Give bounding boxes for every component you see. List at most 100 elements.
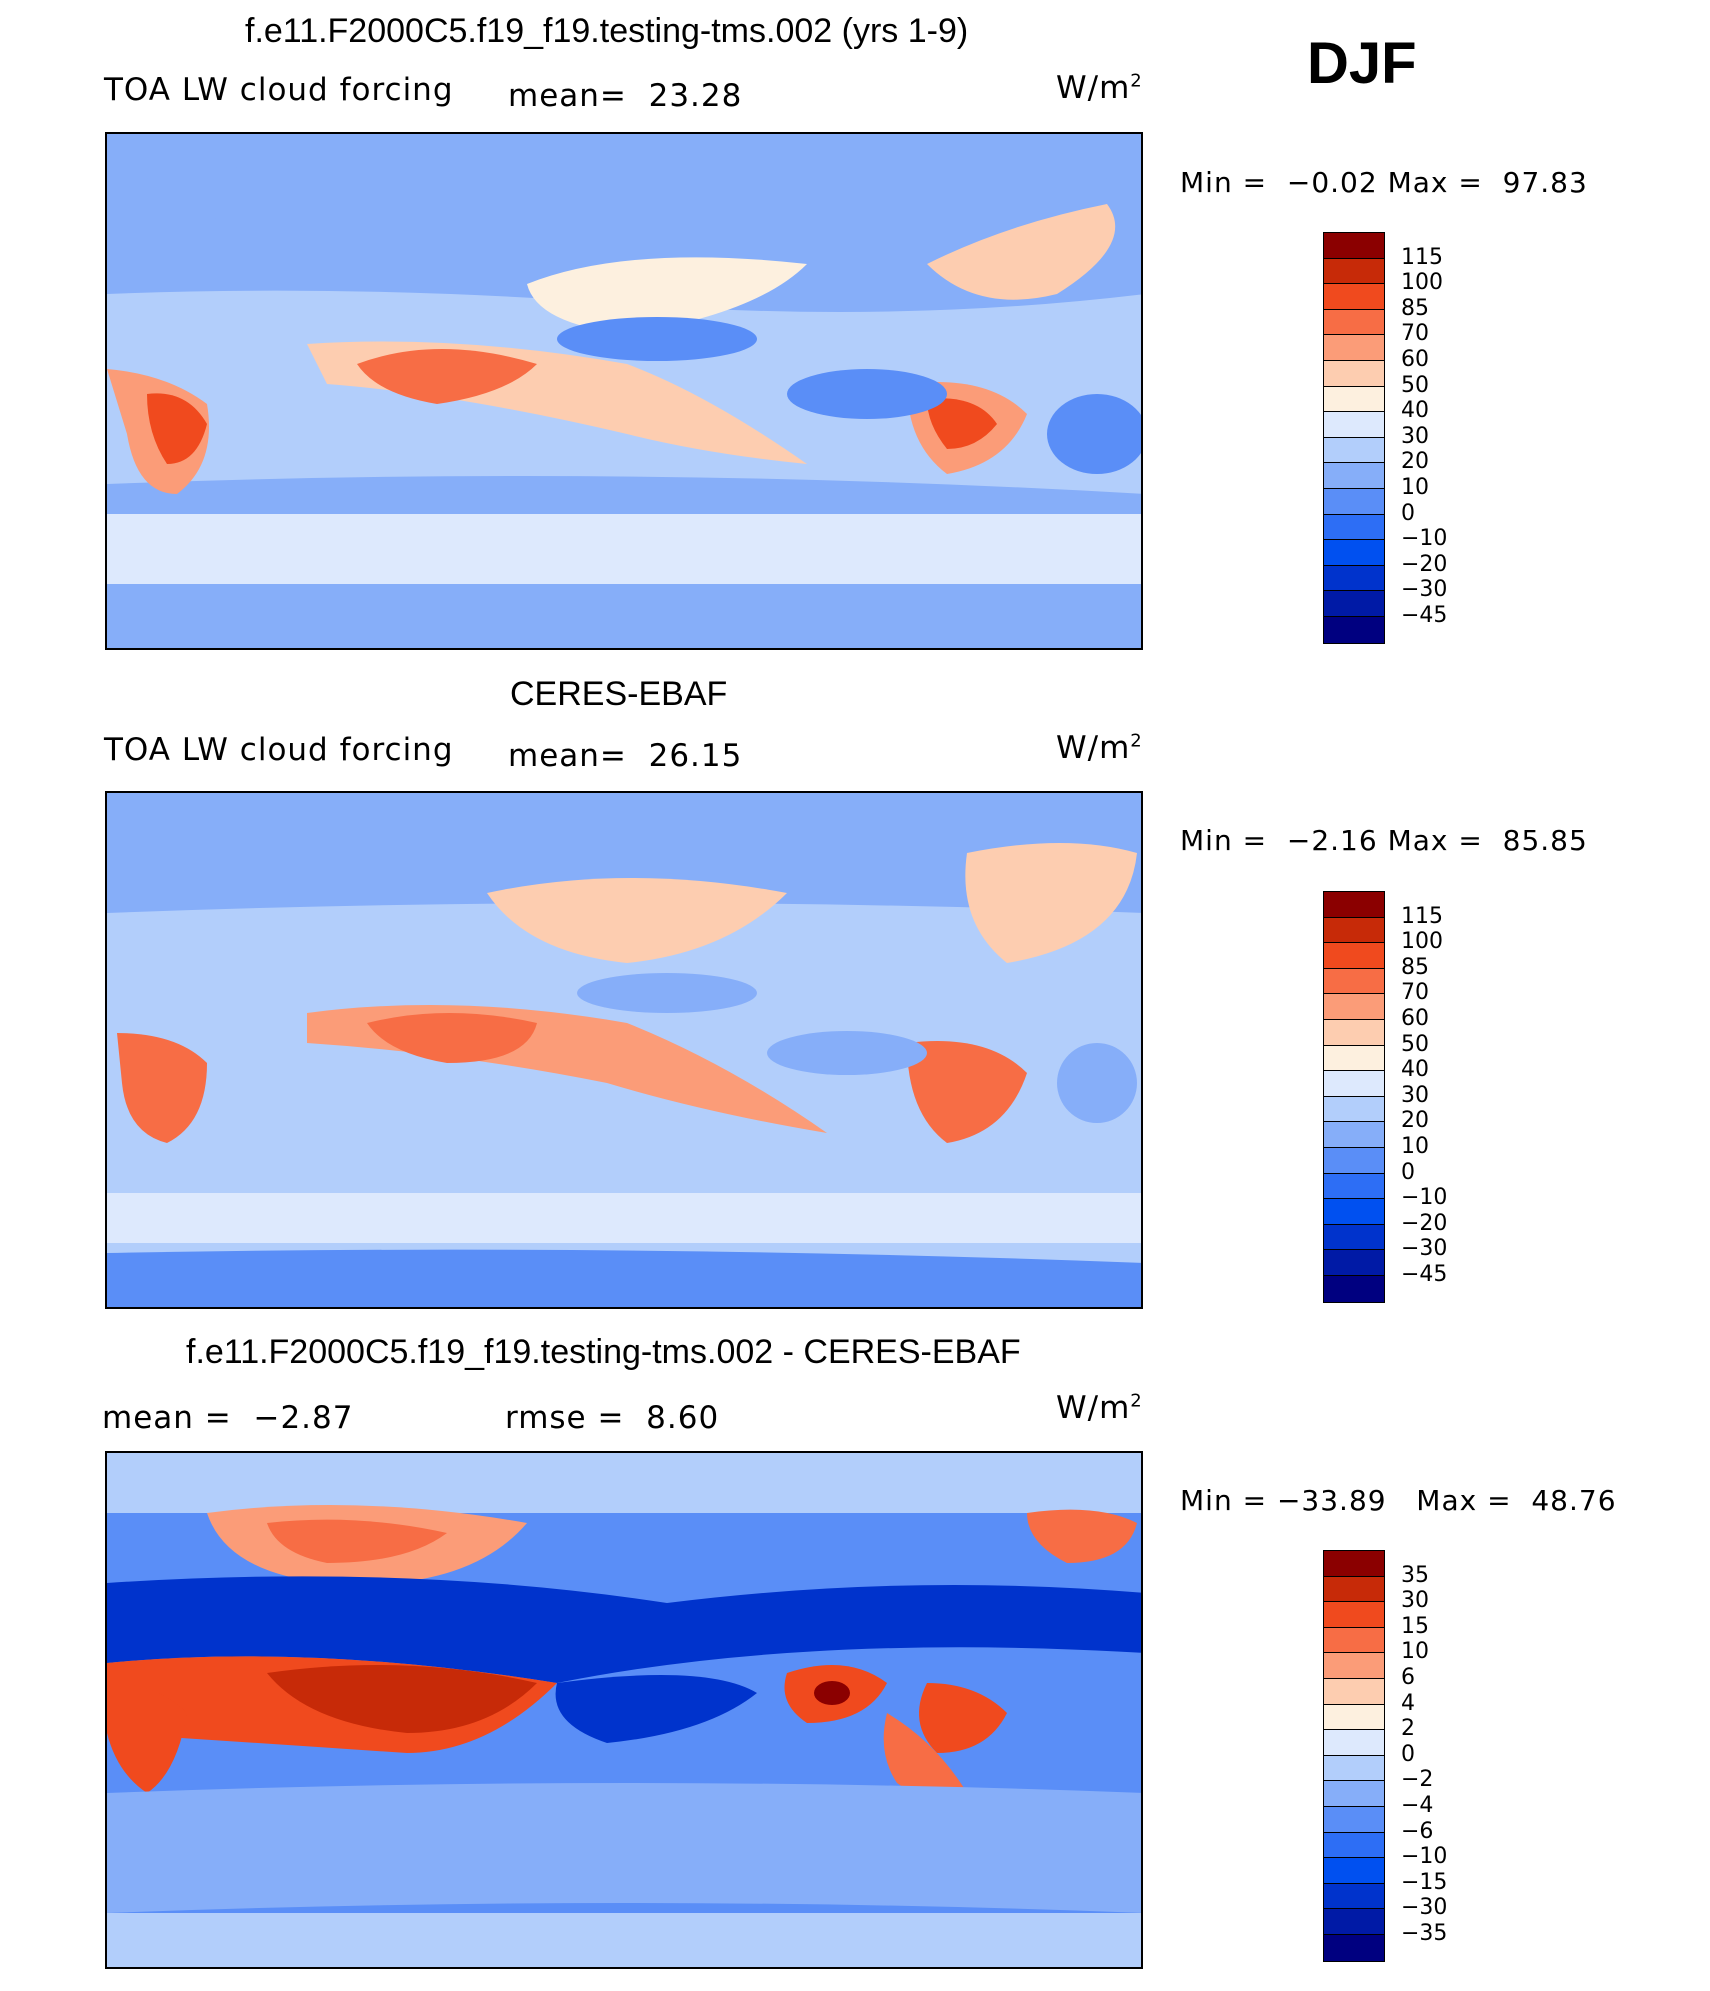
panel2-min-value: −2.16 — [1286, 824, 1378, 857]
panel2-colorbar-swatch — [1324, 994, 1384, 1020]
panel1-colorbar-swatch — [1324, 412, 1384, 438]
panel1-colorbar-swatch — [1324, 437, 1384, 464]
panel1-colorbar-swatch — [1324, 488, 1384, 515]
panel2-colorbar-swatch — [1324, 1122, 1384, 1148]
panel1-units: W/m2 — [1056, 70, 1143, 106]
panel3-colorbar-label: 10 — [1401, 1639, 1429, 1665]
panel3-colorbar-label: 0 — [1401, 1741, 1415, 1767]
panel2-colorbar-swatches — [1323, 891, 1385, 1303]
panel3-mean-label: mean = −2.87 — [102, 1400, 354, 1436]
panel2-colorbar-label: −10 — [1401, 1185, 1448, 1211]
panel3-colorbar-label: −30 — [1401, 1895, 1448, 1921]
panel2-units: W/m2 — [1056, 730, 1143, 766]
panel3-map — [105, 1451, 1143, 1969]
panel2-colorbar-swatch — [1324, 1199, 1384, 1225]
panel3-colorbar-swatch — [1324, 1602, 1384, 1628]
panel2-colorbar-label: −20 — [1401, 1210, 1448, 1236]
panel1-colorbar-label: 85 — [1401, 295, 1429, 321]
panel3-colorbar-swatch — [1324, 1781, 1384, 1807]
panel3-colorbar-swatch — [1324, 1909, 1384, 1935]
panel2-colorbar-swatch — [1324, 1096, 1384, 1123]
panel2-colorbar-swatch — [1324, 1224, 1384, 1251]
panel2-colorbar-label: 85 — [1401, 954, 1429, 980]
panel2-colorbar-label: 30 — [1401, 1082, 1429, 1108]
panel2-left-label: TOA LW cloud forcing — [104, 732, 454, 768]
panel2-colorbar-swatch — [1324, 1250, 1384, 1276]
panel3-colorbar-swatch — [1324, 1704, 1384, 1731]
panel3-colorbar-label: −15 — [1401, 1869, 1448, 1895]
panel3-max-value: 48.76 — [1531, 1484, 1617, 1517]
panel3-colorbar-swatch — [1324, 1576, 1384, 1603]
panel3-colorbar-swatch — [1324, 1832, 1384, 1859]
panel2-colorbar-label: 100 — [1401, 929, 1443, 955]
panel2-colorbar-label: −45 — [1401, 1262, 1448, 1287]
panel1-colorbar-swatch — [1324, 258, 1384, 285]
panel2-colorbar-label: 40 — [1401, 1057, 1429, 1083]
panel3-colorbar-swatch — [1324, 1551, 1384, 1577]
panel1-mean-value: 23.28 — [648, 78, 743, 114]
panel3-colorbar-swatch — [1324, 1730, 1384, 1756]
panel1-colorbar-label: −10 — [1401, 526, 1448, 552]
panel3-colorbar-swatch — [1324, 1883, 1384, 1910]
panel3-colorbar-swatches — [1323, 1550, 1385, 1962]
panel2-colorbar-swatch — [1324, 892, 1384, 918]
panel3-colorbar-label: 2 — [1401, 1716, 1415, 1742]
panel3-colorbar-swatch — [1324, 1653, 1384, 1679]
panel3-colorbar-label: −2 — [1401, 1767, 1434, 1793]
panel2-colorbar-label: 0 — [1401, 1159, 1415, 1185]
panel1-title: f.e11.F2000C5.f19_f19.testing-tms.002 (y… — [245, 12, 969, 50]
panel1-map — [105, 132, 1143, 650]
panel2-colorbar-swatch — [1324, 1019, 1384, 1046]
panel3-colorbar-label: 4 — [1401, 1690, 1415, 1716]
panel1-colorbar-label: 10 — [1401, 475, 1429, 500]
panel3-colorbar-label: −6 — [1401, 1818, 1434, 1844]
panel1-colorbar-swatch — [1324, 284, 1384, 310]
panel2-colorbar-label: 115 — [1401, 903, 1443, 929]
panel2-colorbar-swatch — [1324, 917, 1384, 944]
panel1-colorbar-label: 115 — [1401, 244, 1443, 270]
panel1-colorbar-label: 20 — [1401, 449, 1429, 475]
panel1-left-label: TOA LW cloud forcing — [104, 72, 454, 108]
panel3-mean-value: −2.87 — [253, 1400, 354, 1436]
panel3-colorbar-swatch — [1324, 1858, 1384, 1884]
panel1-colorbar-swatch — [1324, 591, 1384, 617]
panel3-rmse-value: 8.60 — [646, 1400, 720, 1436]
panel1-min-value: −0.02 — [1286, 166, 1378, 199]
panel3-colorbar-swatch — [1324, 1806, 1384, 1833]
panel3-colorbar-label: −35 — [1401, 1921, 1448, 1946]
panel3-units: W/m2 — [1056, 1390, 1143, 1426]
panel2-max-value: 85.85 — [1502, 824, 1588, 857]
panel2-colorbar-swatch — [1324, 1071, 1384, 1097]
panel1-colorbar-label: −20 — [1401, 551, 1448, 577]
panel3-colorbar-label: 6 — [1401, 1665, 1415, 1690]
panel1-colorbar-label: 30 — [1401, 423, 1429, 449]
panel3-title: f.e11.F2000C5.f19_f19.testing-tms.002 - … — [186, 1333, 1021, 1371]
panel1-colorbar-label: 40 — [1401, 398, 1429, 424]
panel3-colorbar-label: 35 — [1401, 1562, 1429, 1588]
season-label: DJF — [1307, 31, 1417, 96]
panel1-colorbar-label: 60 — [1401, 347, 1429, 372]
panel2-colorbar-swatch — [1324, 1275, 1384, 1302]
panel1-colorbar-label: 0 — [1401, 500, 1415, 526]
panel3-rmse-label: rmse = 8.60 — [505, 1400, 720, 1436]
panel3-colorbar-swatch — [1324, 1627, 1384, 1654]
panel3-colorbar-swatch — [1324, 1678, 1384, 1705]
panel1-colorbar-label: 50 — [1401, 372, 1429, 398]
panel2-colorbar-label: 10 — [1401, 1134, 1429, 1159]
panel2-colorbar-label: 60 — [1401, 1006, 1429, 1031]
panel3-colorbar: 35 30 15 10 6 4 2 0 −2 −4 −6 −10 −15 −30 −35 — [1323, 1550, 1447, 1962]
panel3-min-value: −33.89 — [1276, 1484, 1387, 1517]
panel2-map — [105, 791, 1143, 1309]
panel3-map-field — [107, 1453, 1141, 1967]
panel1-minmax: Min = −0.02 Max = 97.83 — [1180, 166, 1588, 199]
panel2-colorbar: 115 100 85 70 60 50 40 30 20 10 0 −10 −20 −30 −45 — [1323, 891, 1447, 1303]
panel2-colorbar-swatch — [1324, 1045, 1384, 1072]
panel2-colorbar-swatch — [1324, 968, 1384, 995]
panel1-mean-label: mean= 23.28 — [508, 78, 743, 114]
panel3-colorbar-swatch — [1324, 1934, 1384, 1961]
panel3-colorbar-label: −10 — [1401, 1844, 1448, 1870]
panel2-colorbar-swatch — [1324, 1173, 1384, 1200]
panel1-colorbar-swatch — [1324, 616, 1384, 643]
panel3-colorbar-swatch — [1324, 1755, 1384, 1782]
panel2-colorbar-label: −30 — [1401, 1236, 1448, 1262]
